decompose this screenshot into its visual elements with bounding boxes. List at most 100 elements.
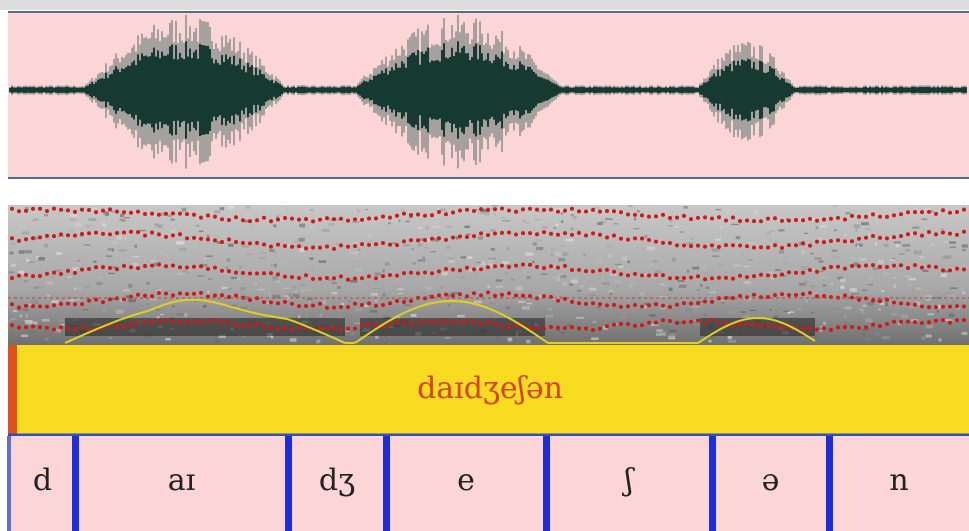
formant-point	[479, 293, 483, 297]
spec-cell	[805, 281, 809, 283]
spec-cell	[749, 242, 757, 243]
spec-cell	[196, 225, 200, 226]
formant-point	[962, 208, 966, 212]
formant-point	[367, 301, 371, 305]
spec-cell	[496, 286, 504, 288]
spec-cell	[728, 220, 731, 224]
spec-cell	[525, 316, 528, 317]
spec-cell	[620, 316, 627, 317]
formant-point	[493, 207, 497, 211]
formant-point	[423, 271, 427, 275]
spec-cell	[457, 315, 465, 318]
spec-cell	[718, 263, 725, 266]
formant-point	[178, 265, 182, 269]
spec-cell	[865, 229, 872, 230]
spec-cell	[771, 231, 775, 232]
spec-cell	[257, 289, 264, 291]
formant-point	[346, 327, 350, 331]
spec-cell	[741, 311, 745, 313]
boundary	[543, 436, 550, 531]
formant-point	[213, 266, 217, 270]
spec-cell	[103, 310, 106, 312]
formant-point	[647, 274, 651, 278]
spec-cell	[311, 267, 315, 271]
spec-cell	[898, 206, 904, 210]
formant-point	[689, 320, 693, 324]
formant-point	[955, 304, 959, 308]
formant-point	[269, 300, 273, 304]
spec-cell	[630, 283, 637, 284]
spec-cell	[197, 275, 204, 277]
formant-point	[234, 215, 238, 219]
formant-point	[528, 231, 532, 235]
spec-cell	[639, 292, 645, 295]
formant-point	[591, 328, 595, 332]
spec-cell	[188, 281, 194, 283]
formant-point	[136, 210, 140, 214]
spec-cell	[403, 244, 410, 245]
spec-cell	[815, 336, 817, 338]
formant-point	[759, 219, 763, 223]
formant-point	[402, 300, 406, 304]
formant-point	[556, 210, 560, 214]
formant-point	[227, 269, 231, 273]
spec-cell	[302, 212, 308, 216]
spec-cell	[702, 266, 705, 270]
formant-point	[255, 322, 259, 326]
formant-point	[570, 268, 574, 272]
spec-cell	[538, 211, 542, 214]
spec-cell	[677, 280, 684, 282]
formant-point	[297, 276, 301, 280]
spec-cell	[890, 259, 895, 261]
formant-point	[374, 242, 378, 246]
spec-cell	[525, 253, 533, 256]
formant-point	[360, 303, 364, 307]
formant-point	[738, 294, 742, 298]
spec-cell	[775, 269, 780, 271]
spec-cell	[884, 272, 887, 273]
spec-cell	[460, 276, 466, 279]
spec-cell	[655, 270, 660, 273]
spec-cell	[712, 255, 719, 257]
formant-point	[899, 301, 903, 305]
spec-cell	[150, 235, 157, 237]
formant-point	[374, 322, 378, 326]
spec-cell	[283, 288, 290, 289]
spec-cell	[590, 318, 596, 320]
spec-cell	[944, 319, 952, 321]
formant-point	[871, 263, 875, 267]
formant-point	[654, 302, 658, 306]
spec-cell	[802, 250, 805, 254]
formant-point	[220, 321, 224, 325]
formant-point	[115, 325, 119, 329]
formant-point	[549, 208, 553, 212]
spec-cell	[370, 310, 378, 313]
formant-point	[241, 218, 245, 222]
formant-point	[339, 274, 343, 278]
formant-point	[605, 324, 609, 328]
spec-cell	[505, 272, 507, 275]
formant-point	[521, 207, 525, 211]
formant-point	[920, 305, 924, 309]
formant-point	[899, 234, 903, 238]
formant-point	[577, 301, 581, 305]
formant-point	[472, 209, 476, 213]
formant-point	[689, 217, 693, 221]
spec-cell	[160, 284, 163, 286]
formant-point	[570, 325, 574, 329]
formant-point	[199, 216, 203, 220]
formant-point	[66, 269, 70, 273]
formant-point	[871, 323, 875, 327]
formant-point	[262, 242, 266, 246]
spec-cell	[898, 268, 903, 269]
spec-cell	[74, 287, 77, 289]
formant-point	[584, 209, 588, 213]
formant-point	[843, 293, 847, 297]
spec-cell	[517, 267, 523, 270]
formant-point	[647, 215, 651, 219]
formant-point	[717, 276, 721, 280]
formant-point	[696, 274, 700, 278]
spec-cell	[909, 278, 916, 280]
formant-point	[108, 207, 112, 211]
spec-cell	[549, 309, 552, 310]
